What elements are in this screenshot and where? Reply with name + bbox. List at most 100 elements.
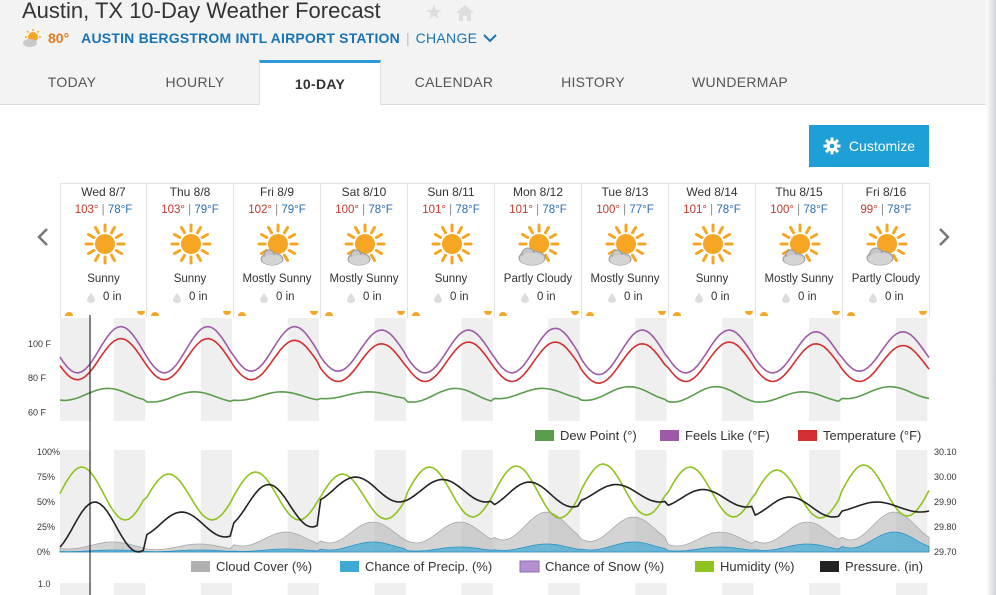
y-tick-label-left: 100%: [37, 447, 60, 457]
day-condition: Sunny: [434, 273, 468, 285]
day-card[interactable]: Fri 8/9 102° | 79°F Mostly Sunny 0 in: [234, 183, 321, 318]
legend-swatch: [535, 430, 554, 441]
raindrop-icon: [173, 293, 181, 303]
mostly-sunny-icon: [257, 223, 299, 266]
station-name-link[interactable]: AUSTIN BERGSTROM INTL AIRPORT STATION: [81, 30, 400, 46]
tab-bar: TODAY HOURLY 10-DAY CALENDAR HISTORY WUN…: [0, 60, 990, 105]
sunset-icon: [745, 311, 753, 315]
day-date: Wed 8/14: [686, 185, 738, 199]
page-header: Austin, TX 10-Day Weather Forecast ★ 80°…: [0, 0, 990, 105]
day-condition: Sunny: [173, 273, 207, 285]
sunrise-icon: [65, 312, 73, 316]
day-condition: Sunny: [695, 273, 729, 285]
y-tick-label-left: 75%: [37, 472, 55, 482]
day-precip: 0 in: [276, 291, 295, 303]
legend-swatch: [340, 561, 359, 572]
night-shade: [374, 583, 406, 595]
partly-cloudy-icon: [518, 223, 560, 266]
night-shade: [722, 583, 754, 595]
night-shade: [287, 583, 319, 595]
high-temp: 99°: [860, 204, 878, 216]
previous-arrow-icon[interactable]: [36, 226, 50, 248]
night-shade: [548, 583, 580, 595]
tab-history[interactable]: HISTORY: [561, 74, 625, 90]
raindrop-icon: [869, 293, 877, 303]
high-temp: 103°: [74, 204, 99, 216]
day-temps: 103° | 79°F: [161, 204, 219, 216]
temperature-panel: [60, 318, 929, 421]
day-precip: 0 in: [363, 291, 382, 303]
current-temperature: 80°: [48, 30, 70, 46]
day-temps: 100° | 78°F: [335, 204, 393, 216]
tab-calendar[interactable]: CALENDAR: [414, 74, 494, 90]
day-temps: 103° | 78°F: [74, 204, 133, 216]
night-shade: [809, 318, 841, 421]
sunset-icon: [310, 311, 318, 315]
day-card[interactable]: Thu 8/8 103° | 79°F Sunny 0 in: [147, 183, 234, 318]
sunrise-icon: [238, 312, 246, 316]
pressure-line: [59, 476, 930, 553]
night-shade: [548, 318, 580, 421]
day-precip: 0 in: [450, 291, 469, 303]
favorite-star-icon[interactable]: ★: [425, 2, 443, 24]
chevron-down-icon[interactable]: [483, 33, 497, 43]
low-temp: 77°F: [629, 204, 654, 216]
legend-label: Cloud Cover (%): [216, 559, 312, 574]
day-card[interactable]: Thu 8/15 100° | 78°F Mostly Sunny 0 in: [756, 183, 843, 318]
day-card[interactable]: Wed 8/7 103° | 78°F Sunny 0 in: [60, 183, 147, 318]
next-arrow-icon[interactable]: [937, 226, 951, 248]
raindrop-icon: [521, 293, 529, 303]
low-temp: 78°F: [107, 204, 133, 216]
day-card[interactable]: Tue 8/13 100° | 77°F Mostly Sunny 0 in: [582, 183, 669, 318]
tab-hourly[interactable]: HOURLY: [165, 74, 225, 90]
day-condition: Partly Cloudy: [503, 273, 573, 285]
day-precip: 0 in: [885, 291, 904, 303]
legend-label: Chance of Precip. (%): [365, 559, 492, 574]
customize-button[interactable]: Customize: [809, 125, 929, 167]
day-forecast-row: Wed 8/7 103° | 78°F Sunny 0 in Thu 8/8 103° |…: [60, 183, 930, 318]
night-shade: [287, 318, 319, 421]
low-temp: 78°F: [716, 204, 741, 216]
day-precip: 0 in: [103, 291, 122, 303]
series-line: [59, 337, 930, 385]
day-condition: Mostly Sunny: [242, 273, 312, 285]
night-shade: [113, 450, 146, 552]
day-card[interactable]: Wed 8/14 101° | 78°F Sunny 0 in: [669, 183, 756, 318]
legend-label: Humidity (%): [720, 559, 794, 574]
day-date: Wed 8/7: [81, 185, 126, 199]
tab-wundermap[interactable]: WUNDERMAP: [691, 74, 789, 90]
day-precip: 0 in: [624, 291, 643, 303]
tab-10-day[interactable]: 10-DAY: [259, 60, 381, 105]
night-shade: [60, 583, 92, 595]
legend-label: Dew Point (°): [560, 428, 637, 443]
separator: |: [405, 30, 410, 46]
forecast-charts: 60 F 80 F 100 F Dew Point (°) Feels Like (°F…: [28, 315, 957, 595]
sunset-icon: [832, 311, 840, 315]
high-temp: 102°: [248, 204, 272, 216]
day-date: Thu 8/8: [169, 185, 211, 199]
customize-label: Customize: [848, 138, 916, 154]
sun-icon: [170, 223, 212, 265]
day-card[interactable]: Fri 8/16 99° | 78°F Partly Cloudy 0 in: [843, 183, 930, 318]
partly-cloudy-icon: [23, 29, 41, 47]
sun-icon: [84, 223, 126, 265]
legend-swatch: [519, 560, 540, 573]
legend-label: Chance of Snow (%): [545, 559, 664, 574]
night-shade: [60, 318, 92, 421]
sunrise-icon: [499, 312, 507, 316]
home-icon[interactable]: [455, 4, 475, 22]
tab-today[interactable]: TODAY: [47, 74, 97, 90]
low-temp: 78°F: [542, 204, 567, 216]
legend-label: Feels Like (°F): [685, 428, 770, 443]
day-card[interactable]: Sat 8/10 100° | 78°F Mostly Sunny 0 in: [321, 183, 408, 318]
day-card[interactable]: Sun 8/11 101° | 78°F Sunny 0 in: [408, 183, 495, 318]
sunrise-icon: [151, 312, 159, 316]
night-shade: [895, 318, 928, 421]
night-shade: [200, 318, 233, 421]
day-card[interactable]: Mon 8/12 101° | 78°F Partly Cloudy 0 in: [495, 183, 582, 318]
change-station-link[interactable]: CHANGE: [415, 30, 478, 46]
night-shade: [461, 583, 493, 595]
day-condition: Partly Cloudy: [851, 273, 921, 285]
day-temps: 99° | 78°F: [860, 204, 912, 216]
